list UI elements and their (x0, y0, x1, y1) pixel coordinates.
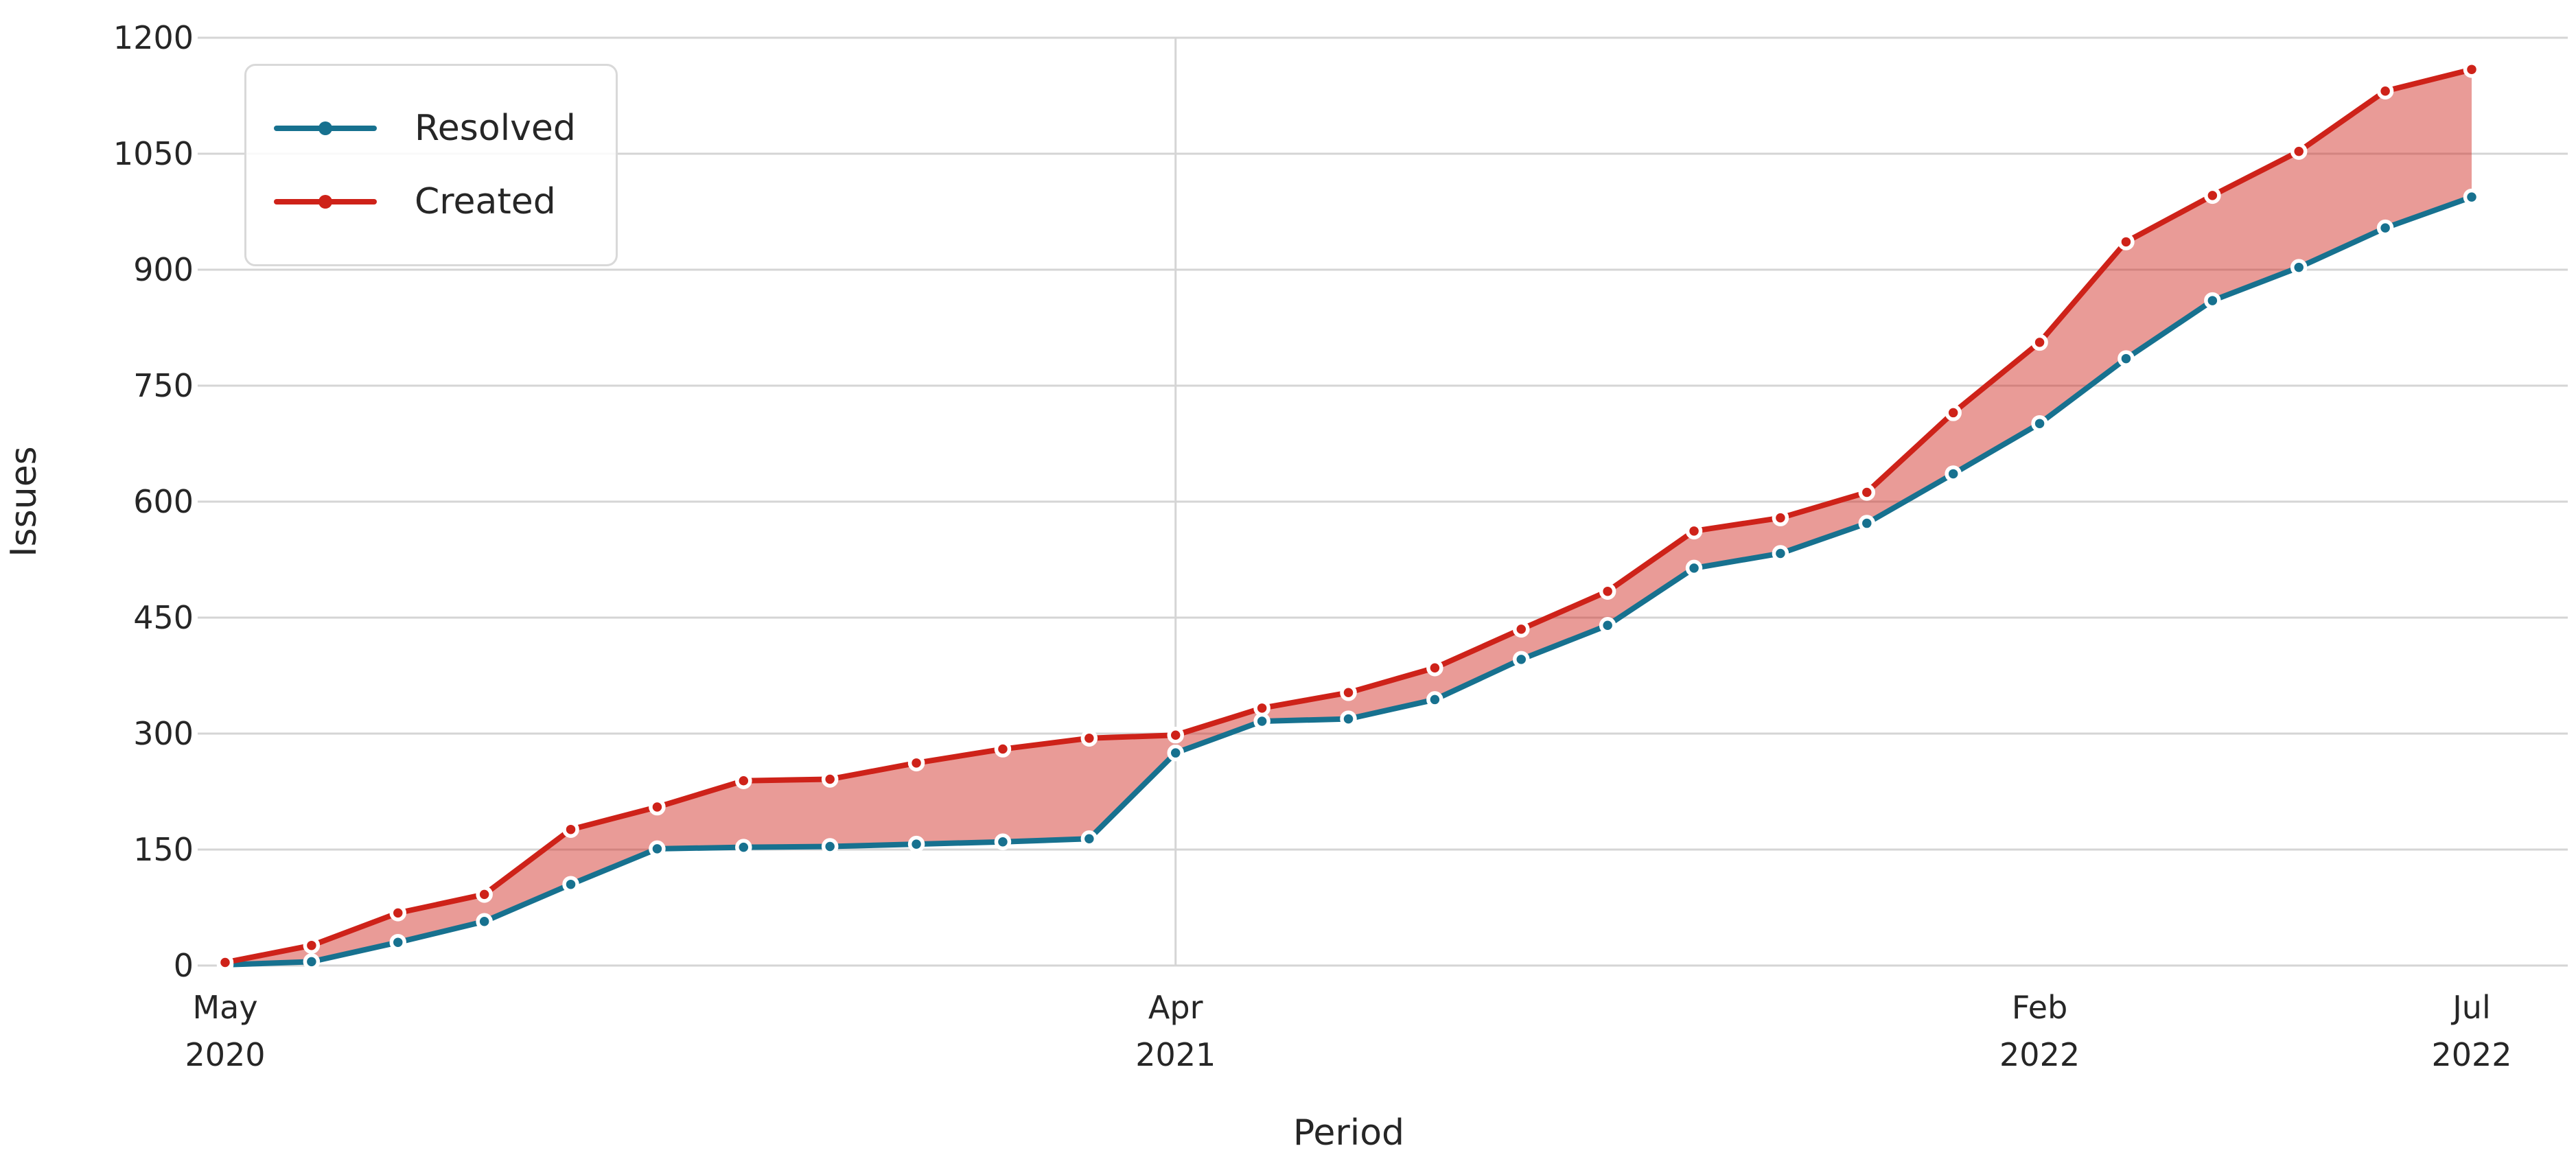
resolved-data-point-marker (821, 838, 839, 855)
created-data-point-marker (1513, 620, 1530, 638)
legend-item-resolved: Resolved (246, 110, 616, 146)
resolved-data-point-marker (2117, 350, 2135, 367)
created-data-point-marker (649, 798, 666, 816)
resolved-data-point-marker (994, 833, 1012, 850)
resolved-data-point-marker (649, 840, 666, 858)
x-axis-tick-labels: May 2020 Apr 2021 Feb 2022 Jul 2022 (185, 989, 2511, 1073)
x-tick-label: Feb 2022 (1999, 989, 2080, 1073)
legend: Resolved Created (244, 64, 618, 266)
x-tick-label: Apr 2021 (1135, 989, 1216, 1073)
resolved-data-point-marker (476, 913, 493, 931)
created-data-point-marker (735, 772, 752, 789)
resolved-data-point-marker (1080, 830, 1098, 848)
resolved-line-sample-icon (274, 121, 377, 135)
resolved-data-point-marker (389, 933, 407, 951)
created-data-point-marker (1253, 699, 1270, 717)
created-data-point-marker (2376, 82, 2394, 100)
resolved-data-point-marker (562, 876, 579, 893)
resolved-data-point-marker (1426, 691, 1443, 708)
resolved-data-point-marker (1599, 617, 1616, 634)
created-data-point-marker (216, 954, 234, 971)
x-axis-title: Period (1293, 1112, 1404, 1154)
y-axis-tick-labels: 0 150 300 450 600 750 900 1050 1200 (113, 19, 194, 984)
created-data-point-marker (476, 886, 493, 903)
resolved-data-point-marker (2463, 188, 2481, 206)
x-tick-label: May 2020 (185, 989, 265, 1073)
legend-item-created: Created (246, 184, 616, 220)
resolved-data-point-marker (1945, 465, 1962, 482)
created-data-point-marker (821, 771, 839, 788)
resolved-data-point-marker (1253, 712, 1270, 730)
created-data-point-marker (1945, 404, 1962, 421)
y-tick-label: 750 (133, 367, 194, 404)
created-data-point-marker (907, 754, 925, 772)
resolved-data-point-marker (303, 953, 321, 970)
resolved-data-point-marker (1685, 559, 1703, 577)
created-data-point-marker (1080, 729, 1098, 747)
resolved-data-point-marker (1167, 744, 1184, 762)
resolved-data-point-marker (735, 839, 752, 856)
resolved-data-point-marker (2376, 219, 2394, 237)
y-tick-label: 0 (174, 947, 194, 984)
created-data-point-marker (389, 904, 407, 922)
resolved-data-point-marker (1340, 710, 1357, 727)
resolved-marker-icon (318, 121, 332, 135)
created-data-point-marker (2117, 233, 2135, 250)
y-axis-title: Issues (3, 446, 45, 557)
created-data-point-marker (2204, 187, 2221, 204)
resolved-data-point-marker (1772, 545, 1789, 562)
resolved-data-point-marker (2204, 292, 2221, 309)
created-data-point-marker (1340, 684, 1357, 701)
created-data-point-marker (1858, 484, 1876, 501)
gridlines (198, 36, 2568, 967)
created-data-point-marker (1167, 727, 1184, 744)
created-data-point-marker (1599, 583, 1616, 600)
y-tick-label: 1200 (113, 19, 194, 56)
y-tick-label: 300 (133, 715, 194, 752)
created-data-point-marker (1772, 509, 1789, 526)
created-data-point-marker (1426, 659, 1443, 677)
created-data-point-marker (2031, 334, 2048, 351)
y-tick-label: 1050 (113, 135, 194, 172)
created-data-point-marker (562, 821, 579, 838)
resolved-data-point-marker (1858, 515, 1876, 532)
y-tick-label: 600 (133, 483, 194, 520)
legend-label-resolved: Resolved (415, 108, 576, 149)
y-tick-label: 450 (133, 599, 194, 636)
resolved-data-point-marker (2290, 259, 2308, 276)
x-tick-label: Jul 2022 (2431, 989, 2511, 1073)
created-data-point-marker (994, 740, 1012, 758)
created-data-point-marker (303, 937, 321, 954)
created-data-point-marker (2290, 143, 2308, 160)
created-line-sample-icon (274, 195, 377, 209)
created-data-point-marker (2463, 60, 2481, 78)
created-marker-icon (318, 195, 332, 209)
y-tick-label: 900 (133, 251, 194, 288)
y-tick-label: 150 (133, 831, 194, 868)
resolved-data-point-marker (907, 835, 925, 853)
created-data-point-marker (1685, 522, 1703, 540)
legend-label-created: Created (415, 181, 556, 222)
series-markers (216, 60, 2481, 974)
resolved-data-point-marker (2031, 414, 2048, 432)
resolved-data-point-marker (1513, 651, 1530, 668)
